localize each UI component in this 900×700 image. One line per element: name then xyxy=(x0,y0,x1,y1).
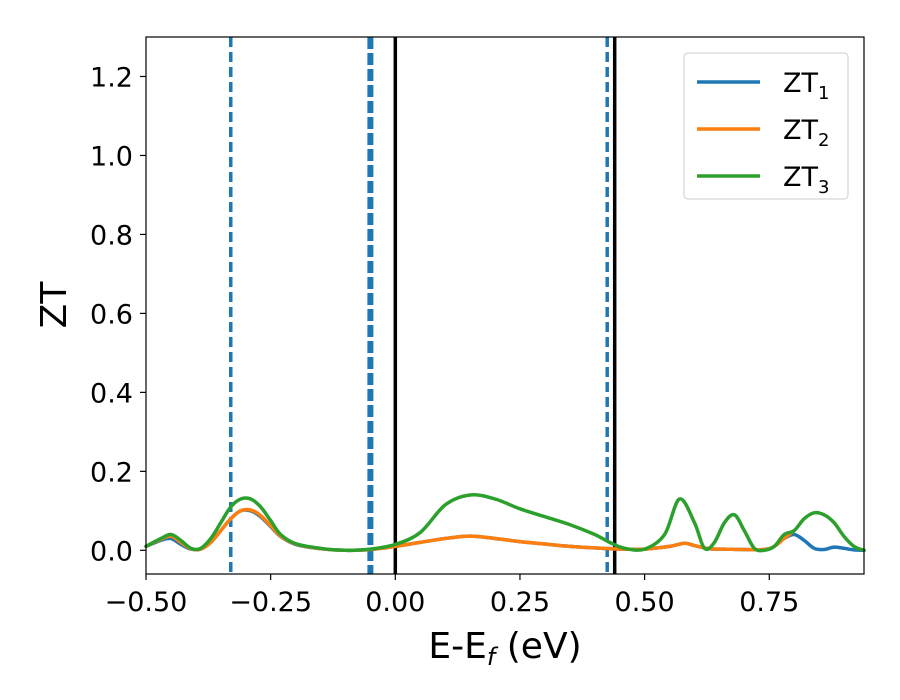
y-tick-label: 1.2 xyxy=(90,62,133,93)
x-tick-label: 0.25 xyxy=(490,587,550,618)
x-tick-label: 0.50 xyxy=(615,587,675,618)
y-tick-label: 0.8 xyxy=(90,220,133,251)
x-axis-title: E-Ef (eV) xyxy=(428,626,581,671)
legend-box xyxy=(683,52,849,200)
legend-label-3: ZT3 xyxy=(783,162,829,198)
y-axis-title: ZT xyxy=(34,281,75,329)
x-tick-label: −0.25 xyxy=(229,587,312,618)
legend-label-2: ZT2 xyxy=(783,115,829,151)
y-tick-label: 0.4 xyxy=(90,378,133,409)
vertical-reference-lines xyxy=(229,37,617,574)
legend: ZT1 ZT2 ZT3 xyxy=(683,52,849,200)
x-axis-ticks: −0.50 −0.25 0.00 0.25 0.50 0.75 xyxy=(105,574,799,618)
y-tick-label: 0.2 xyxy=(90,457,133,488)
x-tick-label: 0.75 xyxy=(739,587,799,618)
series-lines xyxy=(144,493,866,553)
x-axis-title-unit: (eV) xyxy=(495,626,581,667)
x-tick-label: 0.00 xyxy=(365,587,425,618)
y-tick-label: 0.0 xyxy=(90,536,133,567)
plot-frame xyxy=(145,36,865,575)
y-axis-ticks: 0.0 0.2 0.4 0.6 0.8 1.0 1.2 xyxy=(90,62,146,567)
y-tick-label: 1.0 xyxy=(90,141,133,172)
x-tick-label: −0.50 xyxy=(105,587,188,618)
series-line-zt3 xyxy=(144,493,866,553)
y-tick-label: 0.6 xyxy=(90,299,133,330)
series-line-zt2 xyxy=(144,507,796,553)
legend-label-1: ZT1 xyxy=(783,68,829,104)
